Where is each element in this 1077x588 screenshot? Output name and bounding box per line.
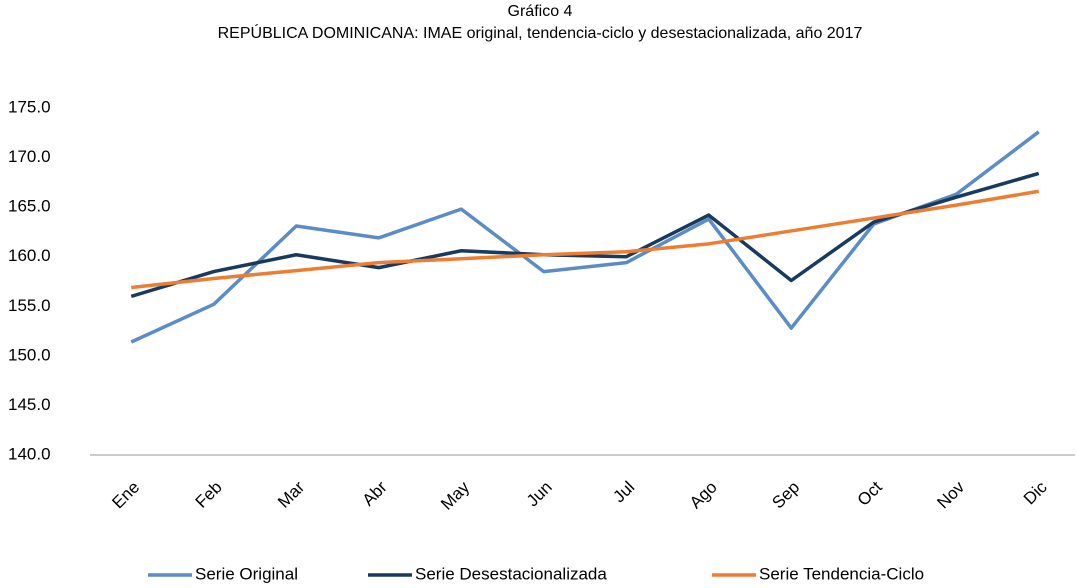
line-series [130,171,1040,299]
y-tick-label: 170.0 [8,147,51,166]
y-tick-label: 160.0 [8,246,51,265]
x-tick-label: Dic [1020,477,1051,508]
chart-subtitle: REPÚBLICA DOMINICANA: IMAE original, ten… [218,23,863,42]
line-series [130,130,1040,344]
x-tick-label: Mar [274,477,308,511]
y-tick-label: 155.0 [8,296,51,315]
legend-label: Serie Tendencia-Ciclo [759,564,924,583]
legend-label: Serie Original [195,564,298,583]
y-tick-label: 140.0 [8,444,51,463]
x-tick-label: Sep [768,478,803,513]
x-tick-label: Oct [854,477,886,509]
x-tick-label: Jun [523,478,556,511]
x-tick-label: Ene [108,478,143,513]
line-series [131,189,1040,290]
y-tick-label: 165.0 [8,197,51,216]
x-tick-label: Jul [609,478,638,507]
x-tick-label: May [437,477,473,513]
y-tick-label: 150.0 [8,345,51,364]
y-tick-label: 175.0 [8,97,51,116]
y-tick-label: 145.0 [8,395,51,414]
legend-label: Serie Desestacionalizada [415,564,607,583]
x-tick-label: Abr [359,477,391,509]
x-tick-label: Ago [686,478,721,513]
x-tick-label: Nov [933,477,968,512]
chart-title: Gráfico 4 [508,3,573,20]
x-tick-label: Feb [192,478,226,512]
